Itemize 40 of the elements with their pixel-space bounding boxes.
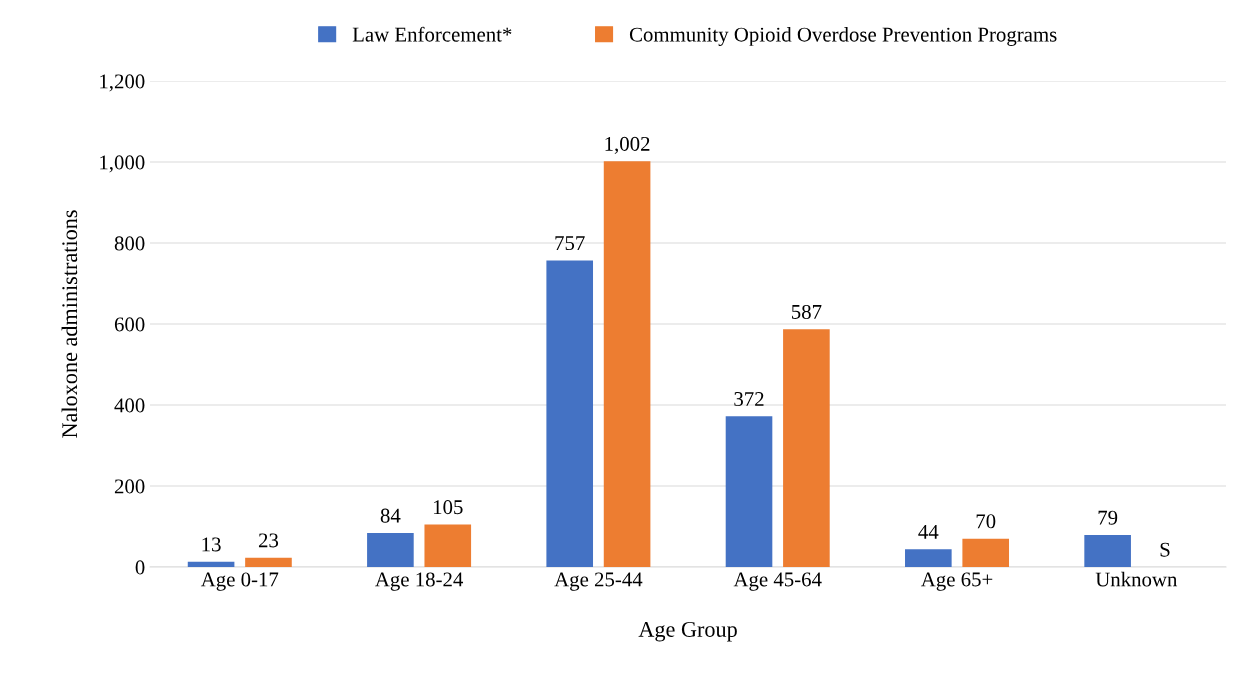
- x-tick-label: Age 65+: [920, 572, 993, 591]
- y-tick-label: 200: [114, 479, 145, 494]
- bar: [187, 561, 235, 567]
- data-label: 587: [791, 304, 822, 319]
- x-tick-label: Age 18-24: [375, 572, 464, 591]
- data-label: 1,002: [605, 136, 650, 154]
- y-tick-label: 1,200: [100, 74, 145, 92]
- y-tick-label: 400: [114, 398, 145, 413]
- x-tick-label: Age 0-17: [200, 572, 279, 591]
- x-tick-label: Age 45-64: [733, 572, 822, 591]
- data-label: 372: [734, 392, 764, 407]
- y-tick-label: 1,000: [100, 155, 145, 173]
- bar: [245, 557, 292, 567]
- y-axis-title: Naloxone administrations: [61, 210, 78, 438]
- y-tick-label: 0: [135, 560, 145, 575]
- bar: [424, 524, 472, 567]
- data-label: 79: [1098, 510, 1118, 525]
- x-axis-title: Age Group: [638, 621, 737, 642]
- bar: [603, 161, 651, 567]
- bar: [725, 416, 773, 567]
- data-label: 23: [258, 533, 279, 548]
- bar: [1084, 535, 1131, 567]
- data-label: 105: [433, 500, 463, 515]
- text: S: [1160, 542, 1170, 557]
- data-label: 757: [555, 236, 585, 251]
- data-label: 13: [202, 537, 221, 552]
- legend-label: Community Opioid Overdose Prevention Programs: [629, 26, 1057, 46]
- bar: [546, 260, 594, 567]
- bar: [783, 329, 830, 567]
- y-tick-label: 800: [114, 236, 145, 251]
- y-tick-label: 600: [114, 317, 145, 332]
- data-label: 44: [918, 524, 939, 539]
- x-tick-label: Age 25-44: [554, 572, 643, 591]
- data-label: 84: [380, 508, 401, 523]
- bar: [905, 549, 952, 567]
- bar: [962, 538, 1010, 567]
- legend-label: Law Enforcement*: [352, 26, 512, 42]
- bar: [367, 532, 414, 567]
- x-tick-label: Unknown: [1095, 571, 1178, 587]
- data-label: 70: [976, 514, 996, 529]
